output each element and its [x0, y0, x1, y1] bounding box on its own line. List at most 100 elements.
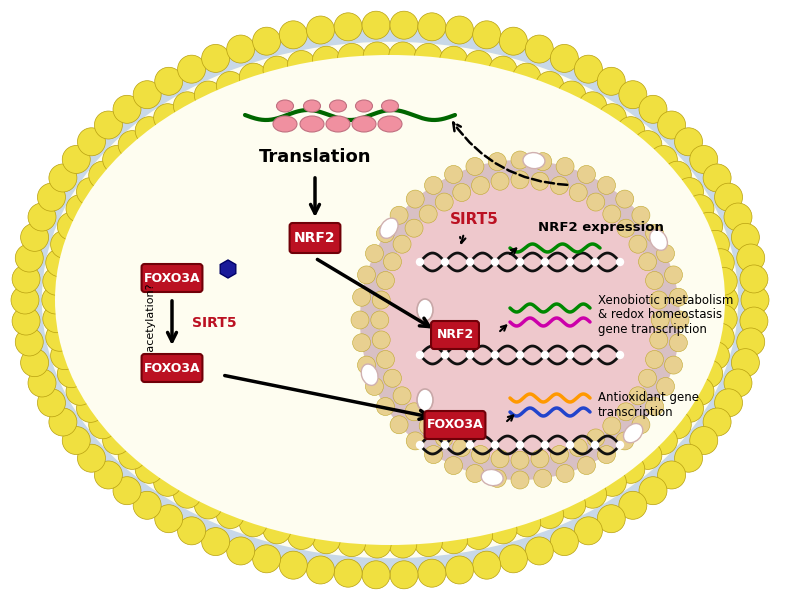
Circle shape: [38, 183, 66, 211]
Circle shape: [491, 259, 498, 265]
Circle shape: [446, 556, 474, 584]
Circle shape: [471, 446, 490, 464]
Circle shape: [550, 527, 578, 556]
Circle shape: [706, 249, 734, 277]
Circle shape: [351, 311, 369, 329]
Circle shape: [617, 442, 623, 449]
Circle shape: [353, 288, 370, 306]
Circle shape: [566, 352, 574, 358]
Circle shape: [550, 44, 578, 73]
Circle shape: [517, 352, 523, 358]
Circle shape: [658, 111, 686, 139]
Circle shape: [517, 442, 523, 449]
Circle shape: [263, 56, 291, 84]
Circle shape: [674, 444, 702, 472]
Circle shape: [737, 328, 765, 356]
Circle shape: [253, 545, 281, 573]
Circle shape: [334, 559, 362, 587]
Circle shape: [466, 442, 474, 449]
Circle shape: [629, 235, 647, 253]
Circle shape: [690, 427, 718, 455]
Circle shape: [42, 268, 70, 295]
Text: Translation: Translation: [258, 148, 371, 166]
Circle shape: [558, 491, 586, 519]
Circle shape: [306, 16, 334, 44]
Circle shape: [638, 253, 657, 271]
Circle shape: [287, 521, 315, 550]
Circle shape: [178, 55, 206, 83]
Circle shape: [703, 164, 731, 192]
Circle shape: [646, 272, 663, 290]
Circle shape: [465, 521, 493, 550]
Circle shape: [598, 104, 626, 131]
Circle shape: [390, 416, 408, 434]
Circle shape: [94, 111, 122, 139]
Circle shape: [77, 178, 105, 206]
Circle shape: [632, 416, 650, 434]
Circle shape: [21, 223, 49, 251]
Circle shape: [253, 27, 281, 55]
Circle shape: [650, 331, 668, 349]
Ellipse shape: [326, 116, 350, 132]
Circle shape: [731, 223, 759, 251]
Circle shape: [556, 464, 574, 482]
Text: FOXO3A: FOXO3A: [144, 361, 200, 374]
Circle shape: [363, 530, 391, 558]
Circle shape: [42, 305, 70, 332]
Ellipse shape: [277, 100, 294, 112]
Circle shape: [440, 46, 468, 74]
Circle shape: [619, 80, 647, 109]
Text: SIRT5: SIRT5: [450, 212, 499, 227]
Circle shape: [12, 265, 40, 293]
Circle shape: [578, 480, 606, 508]
Circle shape: [491, 450, 509, 468]
Circle shape: [710, 305, 738, 332]
Circle shape: [46, 249, 74, 277]
Ellipse shape: [300, 116, 324, 132]
Circle shape: [578, 166, 595, 184]
Circle shape: [617, 116, 645, 145]
Circle shape: [78, 444, 106, 472]
Ellipse shape: [623, 424, 642, 443]
Circle shape: [550, 176, 569, 194]
Ellipse shape: [417, 299, 433, 321]
Circle shape: [674, 128, 702, 156]
Circle shape: [154, 67, 182, 95]
Circle shape: [646, 224, 664, 242]
Circle shape: [50, 341, 78, 370]
Circle shape: [670, 334, 687, 352]
Circle shape: [371, 311, 389, 329]
Ellipse shape: [523, 152, 545, 169]
Circle shape: [15, 244, 43, 272]
Circle shape: [440, 526, 468, 554]
Circle shape: [491, 172, 509, 190]
Circle shape: [657, 245, 674, 263]
Circle shape: [556, 157, 574, 175]
Circle shape: [598, 505, 626, 533]
Circle shape: [154, 104, 182, 131]
Circle shape: [360, 160, 680, 480]
Circle shape: [617, 455, 645, 484]
Circle shape: [598, 446, 615, 464]
Ellipse shape: [273, 116, 297, 132]
Ellipse shape: [362, 364, 378, 385]
Circle shape: [491, 352, 498, 358]
Circle shape: [362, 561, 390, 589]
Circle shape: [216, 71, 244, 100]
Circle shape: [578, 92, 606, 120]
Circle shape: [517, 259, 523, 265]
Circle shape: [511, 171, 529, 189]
Circle shape: [466, 352, 474, 358]
Circle shape: [113, 95, 141, 124]
Circle shape: [353, 334, 370, 352]
Circle shape: [617, 403, 635, 421]
Circle shape: [686, 195, 714, 223]
Ellipse shape: [378, 116, 402, 132]
Circle shape: [675, 394, 703, 422]
Text: Xenobiotic metabolism
& redox homeostasis
gene transcription: Xenobiotic metabolism & redox homeostasi…: [598, 293, 734, 337]
Ellipse shape: [42, 42, 738, 558]
Circle shape: [466, 464, 484, 482]
Circle shape: [406, 432, 424, 450]
Circle shape: [598, 176, 615, 194]
Circle shape: [425, 446, 442, 464]
